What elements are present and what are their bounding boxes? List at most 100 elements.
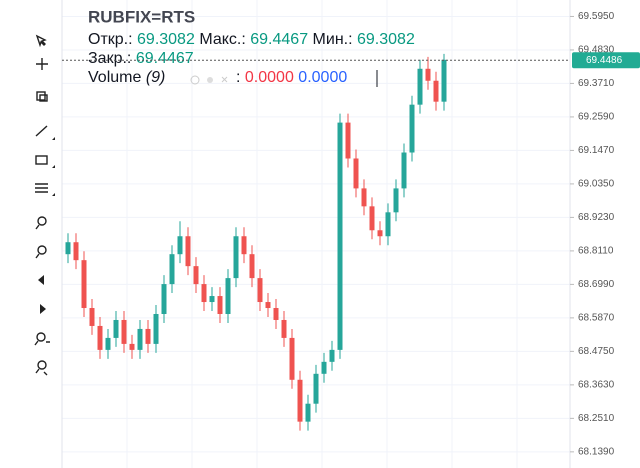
candle-body: [249, 254, 255, 279]
y-tick-label: 68.3630: [578, 380, 615, 391]
candle-body: [337, 122, 343, 350]
tool-rect[interactable]: [35, 155, 55, 168]
candle-body: [97, 325, 103, 350]
tool-line[interactable]: [35, 125, 55, 140]
last-price-label: 69.4486: [586, 55, 623, 66]
legend-icons: [190, 75, 228, 85]
legend-ohl: Откр.: 69.3082 Макс.: 69.4467 Мин.: 69.3…: [88, 31, 415, 48]
candle-body: [273, 308, 279, 320]
tool-fib[interactable]: [35, 183, 55, 196]
legend-value: 0.0000: [245, 69, 294, 86]
candle-body: [361, 188, 367, 207]
legend-label: Мин.:: [313, 31, 353, 48]
candle-body: [257, 278, 263, 303]
legend-value: 69.4467: [250, 31, 308, 48]
y-tick-label: 69.0350: [578, 179, 615, 190]
candle-body: [321, 361, 327, 374]
candle-body: [353, 158, 359, 189]
candle-body: [81, 260, 87, 309]
y-tick-label: 68.1390: [578, 446, 615, 457]
y-tick-label: 68.6990: [578, 279, 615, 290]
candle-body: [129, 343, 135, 350]
tool-zoom-reset[interactable]: [35, 360, 48, 376]
legend-param: (9): [146, 69, 166, 86]
legend-value: 69.3082: [137, 31, 195, 48]
toolbar: [34, 34, 55, 376]
candle-body: [313, 373, 319, 404]
tool-magnet[interactable]: [36, 91, 48, 102]
legend-volume: Volume (9): [88, 69, 165, 86]
tool-zoom-out[interactable]: [35, 245, 47, 259]
candle-body: [185, 236, 191, 267]
candle-body: [289, 337, 295, 380]
candle-body: [137, 328, 143, 350]
candle-body: [297, 379, 303, 422]
y-tick-label: 68.5870: [578, 313, 615, 324]
candle-body: [241, 236, 247, 255]
candle-body: [105, 337, 111, 350]
candle-body: [89, 308, 95, 326]
candle-body: [329, 349, 335, 362]
candle-body: [225, 278, 231, 314]
y-tick-label: 68.4750: [578, 346, 615, 357]
legend-label: Закр.:: [88, 50, 131, 67]
candle-body: [345, 122, 351, 159]
candle-body: [121, 319, 127, 344]
y-tick-label: 69.3710: [578, 78, 615, 89]
candle-body: [433, 80, 439, 102]
tool-zoom-in[interactable]: [35, 216, 47, 230]
candle-body: [305, 403, 311, 422]
candle-body: [385, 212, 391, 237]
candle-body: [425, 68, 431, 81]
candle-body: [153, 313, 159, 344]
candle-body: [161, 284, 167, 314]
candle-body: [441, 59, 447, 102]
y-tick-label: 69.1470: [578, 145, 615, 156]
candle-body: [193, 266, 199, 285]
y-tick-label: 69.2590: [578, 112, 615, 123]
y-tick-label: 68.2510: [578, 413, 615, 424]
candle-body: [73, 242, 79, 261]
tool-cursor[interactable]: [35, 34, 47, 48]
candle-body: [233, 236, 239, 279]
tool-left[interactable]: [38, 275, 44, 285]
candle-body: [65, 242, 71, 255]
y-tick-label: 68.8110: [578, 246, 614, 257]
candle-body: [409, 104, 415, 153]
tool-zoom-fit[interactable]: [34, 332, 50, 346]
last-price-box: [572, 52, 640, 69]
legend-close: Закр.: 69.4467: [88, 50, 194, 67]
tool-right[interactable]: [40, 304, 46, 314]
grid: [62, 0, 570, 468]
legend-label: Откр.:: [88, 31, 133, 48]
candle-body: [177, 236, 183, 255]
candle-body: [417, 68, 423, 105]
candle-body: [169, 254, 175, 285]
legend-value: 69.3082: [357, 31, 415, 48]
candles: [65, 53, 447, 431]
legend-value: 69.4467: [136, 50, 194, 67]
candle-body: [281, 319, 287, 338]
candle-body: [217, 296, 223, 314]
tool-crosshair[interactable]: [36, 58, 48, 70]
y-tick-label: 69.4830: [578, 45, 615, 56]
price-axis: 69.5950 69.4830 69.3710 69.2590 69.1470 69.03…: [570, 11, 615, 457]
y-tick-label: 68.9230: [578, 212, 615, 223]
candle-body: [113, 319, 119, 338]
candle-body: [201, 284, 207, 303]
legend-value: 0.0000: [298, 69, 347, 86]
legend-label: Макс.:: [199, 31, 245, 48]
candle-body: [265, 302, 271, 309]
y-tick-label: 69.5950: [578, 11, 615, 22]
candle-body: [393, 188, 399, 213]
legend-label: Volume: [88, 69, 141, 86]
candle-body: [401, 152, 407, 189]
candle-body: [377, 230, 383, 237]
candle-body: [145, 328, 151, 344]
candle-body: [209, 296, 215, 303]
candle-body: [369, 206, 375, 231]
legend-sep: :: [236, 69, 240, 86]
legend-volume-values: : 0.0000 0.0000: [236, 69, 347, 86]
